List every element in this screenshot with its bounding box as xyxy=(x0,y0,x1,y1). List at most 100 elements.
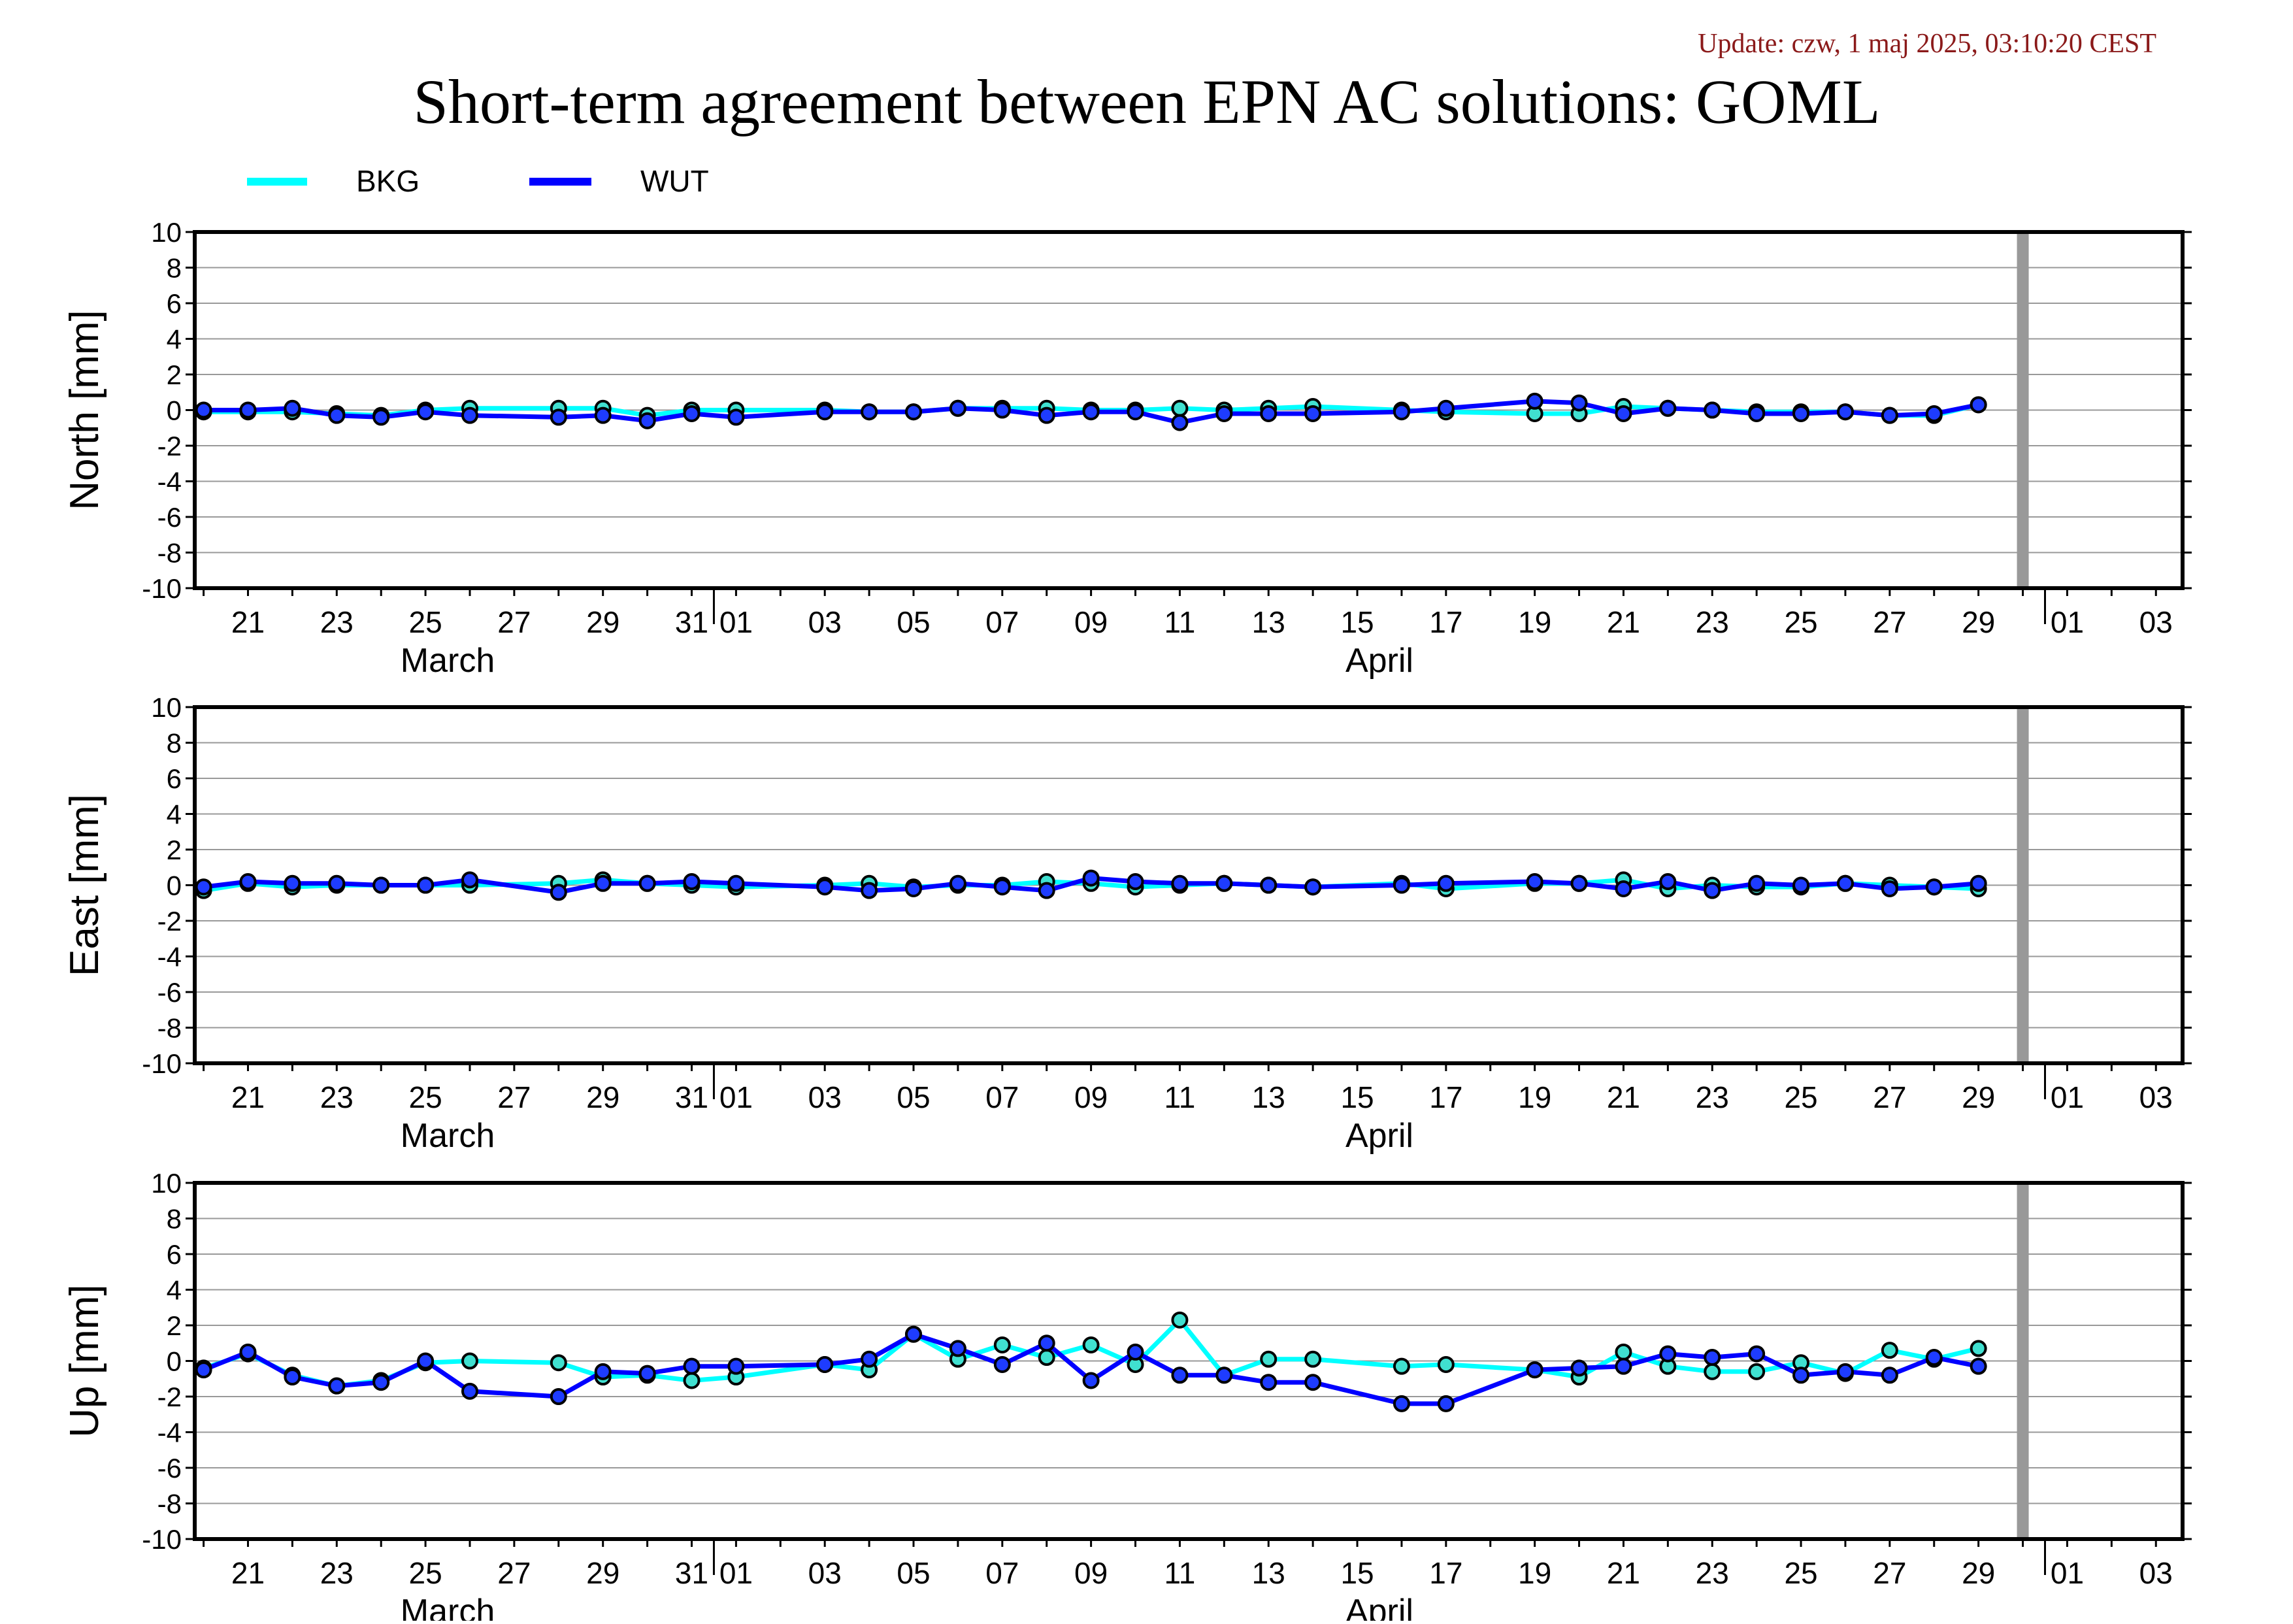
month-label: March xyxy=(401,1117,495,1155)
data-point-wut xyxy=(195,1361,212,1379)
data-point-wut xyxy=(284,399,301,417)
data-point-wut xyxy=(594,1363,612,1380)
x-tick-label: 11 xyxy=(1164,605,1196,639)
y-tick-label: 6 xyxy=(167,763,182,794)
data-point-wut xyxy=(1304,405,1322,422)
y-tick-label: 0 xyxy=(167,1346,182,1377)
data-point-wut xyxy=(683,405,701,422)
data-point-wut xyxy=(727,408,745,426)
x-tick-label: 03 xyxy=(2139,605,2173,639)
data-point-wut xyxy=(1881,406,1898,424)
y-tick-label: 10 xyxy=(151,217,182,248)
x-tick-label: 29 xyxy=(1962,605,1995,639)
data-point-wut xyxy=(1526,392,1543,410)
data-point-wut xyxy=(1215,874,1233,892)
data-point-wut xyxy=(372,408,390,426)
y-tick-label: -6 xyxy=(157,1453,182,1483)
data-point-wut xyxy=(239,401,257,419)
data-point-wut xyxy=(1304,1374,1322,1391)
data-point-bkg xyxy=(1393,1357,1410,1375)
data-point-wut xyxy=(372,1374,390,1391)
data-point-wut xyxy=(1038,882,1055,899)
data-point-wut xyxy=(1925,878,1943,896)
data-point-wut xyxy=(683,1357,701,1375)
month-label: April xyxy=(1345,1117,1413,1155)
data-point-wut xyxy=(949,874,966,892)
y-tick-label: -8 xyxy=(157,1013,182,1044)
x-tick-label: 29 xyxy=(1962,1556,1995,1590)
data-point-wut xyxy=(1260,1374,1278,1391)
data-point-bkg xyxy=(1704,1363,1721,1380)
data-point-wut xyxy=(461,871,478,889)
data-point-wut xyxy=(1215,1367,1233,1384)
data-point-wut xyxy=(1704,401,1721,419)
y-tick-label: 4 xyxy=(167,1275,182,1306)
data-point-wut xyxy=(1526,1361,1543,1379)
y-tick-label: 0 xyxy=(167,395,182,426)
update-timestamp: Update: czw, 1 maj 2025, 03:10:20 CEST xyxy=(1698,29,2156,59)
x-tick-label: 23 xyxy=(320,1080,354,1114)
y-tick-label: -2 xyxy=(157,906,182,936)
x-tick-label: 17 xyxy=(1429,1556,1462,1590)
x-tick-label: 23 xyxy=(320,605,354,639)
x-tick-label: 25 xyxy=(409,1080,442,1114)
data-point-wut xyxy=(949,1340,966,1357)
data-point-wut xyxy=(195,401,212,419)
month-label: March xyxy=(401,1593,495,1621)
data-point-bkg xyxy=(1881,1342,1898,1359)
data-point-wut xyxy=(1836,1363,1854,1380)
data-point-wut xyxy=(1038,1334,1055,1352)
data-point-bkg xyxy=(993,1336,1011,1353)
x-tick-label: 31 xyxy=(675,1556,708,1590)
x-tick-label: 11 xyxy=(1164,1080,1196,1114)
data-point-wut xyxy=(1127,1343,1144,1361)
data-point-bkg xyxy=(1171,399,1189,417)
data-point-wut xyxy=(1304,878,1322,896)
data-point-wut xyxy=(905,880,923,897)
data-point-wut xyxy=(861,403,878,421)
data-point-wut xyxy=(1925,1349,1943,1367)
data-point-wut xyxy=(816,1355,834,1373)
data-point-wut xyxy=(638,1365,656,1382)
x-tick-label: 31 xyxy=(675,1080,708,1114)
data-point-wut xyxy=(1881,880,1898,897)
x-tick-label: 09 xyxy=(1074,605,1108,639)
y-tick-label: 2 xyxy=(167,1310,182,1341)
y-tick-label: -4 xyxy=(157,1417,182,1448)
data-point-wut xyxy=(727,1357,745,1375)
data-point-wut xyxy=(284,874,301,892)
data-point-wut xyxy=(1570,394,1588,412)
data-point-wut xyxy=(1836,874,1854,892)
x-tick-label: 09 xyxy=(1074,1080,1108,1114)
data-point-wut xyxy=(727,874,745,892)
x-tick-label: 15 xyxy=(1340,1080,1374,1114)
y-tick-label: 8 xyxy=(167,728,182,759)
data-point-wut xyxy=(1038,406,1055,424)
y-tick-label: -6 xyxy=(157,977,182,1008)
y-tick-label: 8 xyxy=(167,1204,182,1235)
y-tick-label: 4 xyxy=(167,324,182,355)
data-point-wut xyxy=(638,874,656,892)
chart-title: Short-term agreement between EPN AC solu… xyxy=(414,67,1881,137)
x-tick-label: 27 xyxy=(1873,1080,1906,1114)
y-tick-label: -10 xyxy=(142,573,182,604)
data-point-wut xyxy=(328,1377,346,1395)
data-point-wut xyxy=(993,401,1011,419)
data-point-wut xyxy=(949,399,966,417)
x-tick-label: 13 xyxy=(1252,1556,1285,1590)
month-label: March xyxy=(401,642,495,680)
x-tick-label: 29 xyxy=(586,605,619,639)
data-point-wut xyxy=(1082,403,1100,421)
data-point-wut xyxy=(1704,882,1721,899)
data-point-wut xyxy=(1437,1395,1455,1412)
x-tick-label: 25 xyxy=(1784,1556,1817,1590)
data-point-wut xyxy=(1970,874,1987,892)
data-point-wut xyxy=(417,403,435,421)
plot-frame xyxy=(193,1181,2185,1541)
panel-1: 10 8 6 4 2 0 -2 -4 -6 -8 -10 21 23 25 27 29 31 01 03 05 07 09… xyxy=(62,692,2192,1155)
y-tick-label: -2 xyxy=(157,431,182,461)
data-point-wut xyxy=(239,873,257,891)
data-point-wut xyxy=(550,1388,567,1405)
data-point-wut xyxy=(861,1350,878,1368)
